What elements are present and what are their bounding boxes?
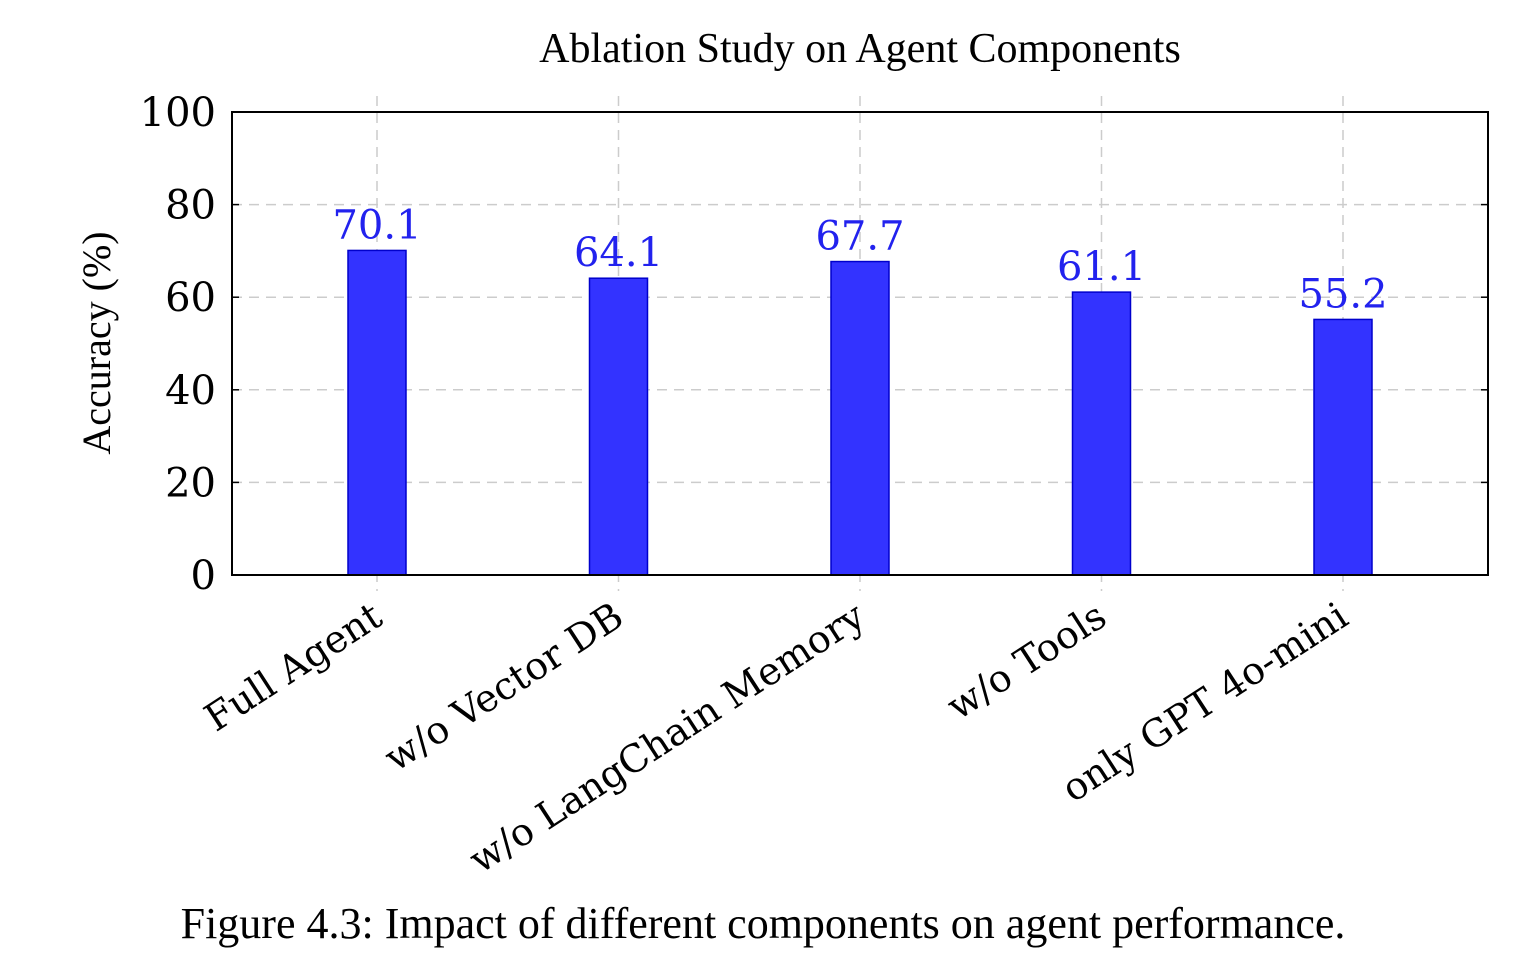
bar-chart: Ablation Study on Agent Components 0 20 40… [74, 26, 1489, 882]
y-tick-label: 0 [191, 553, 216, 599]
y-tick-label: 60 [165, 275, 216, 321]
x-tick-label: w/o LangChain Memory [461, 593, 873, 882]
x-tick-label: w/o Tools [939, 594, 1114, 729]
bars-group [347, 249, 1373, 576]
value-label: 64.1 [574, 230, 663, 276]
value-label: 61.1 [1057, 244, 1146, 290]
y-axis-label: Accuracy (%) [74, 231, 119, 454]
bar [1071, 291, 1132, 576]
value-label: 55.2 [1298, 271, 1387, 317]
plot-frame [231, 111, 1489, 576]
bar [588, 277, 649, 576]
value-label: 67.7 [815, 214, 904, 260]
bar [830, 260, 890, 576]
value-label: 70.1 [332, 202, 421, 248]
y-tick-label: 20 [165, 460, 216, 506]
x-tick-label: Full Agent [197, 594, 390, 741]
chart-title: Ablation Study on Agent Components [539, 26, 1181, 72]
y-axis-ticks: 0 20 40 60 80 100 [140, 90, 1488, 599]
figure-caption: Figure 4.3: Impact of different componen… [180, 899, 1346, 948]
bar [347, 249, 407, 576]
x-tick-label: w/o Vector DB [376, 594, 630, 781]
y-tick-label: 80 [165, 183, 216, 229]
value-labels: 70.1 64.1 67.7 61.1 55.2 [332, 202, 1387, 317]
y-tick-label: 100 [140, 90, 216, 136]
y-tick-label: 40 [165, 368, 216, 414]
bar [1313, 318, 1373, 576]
